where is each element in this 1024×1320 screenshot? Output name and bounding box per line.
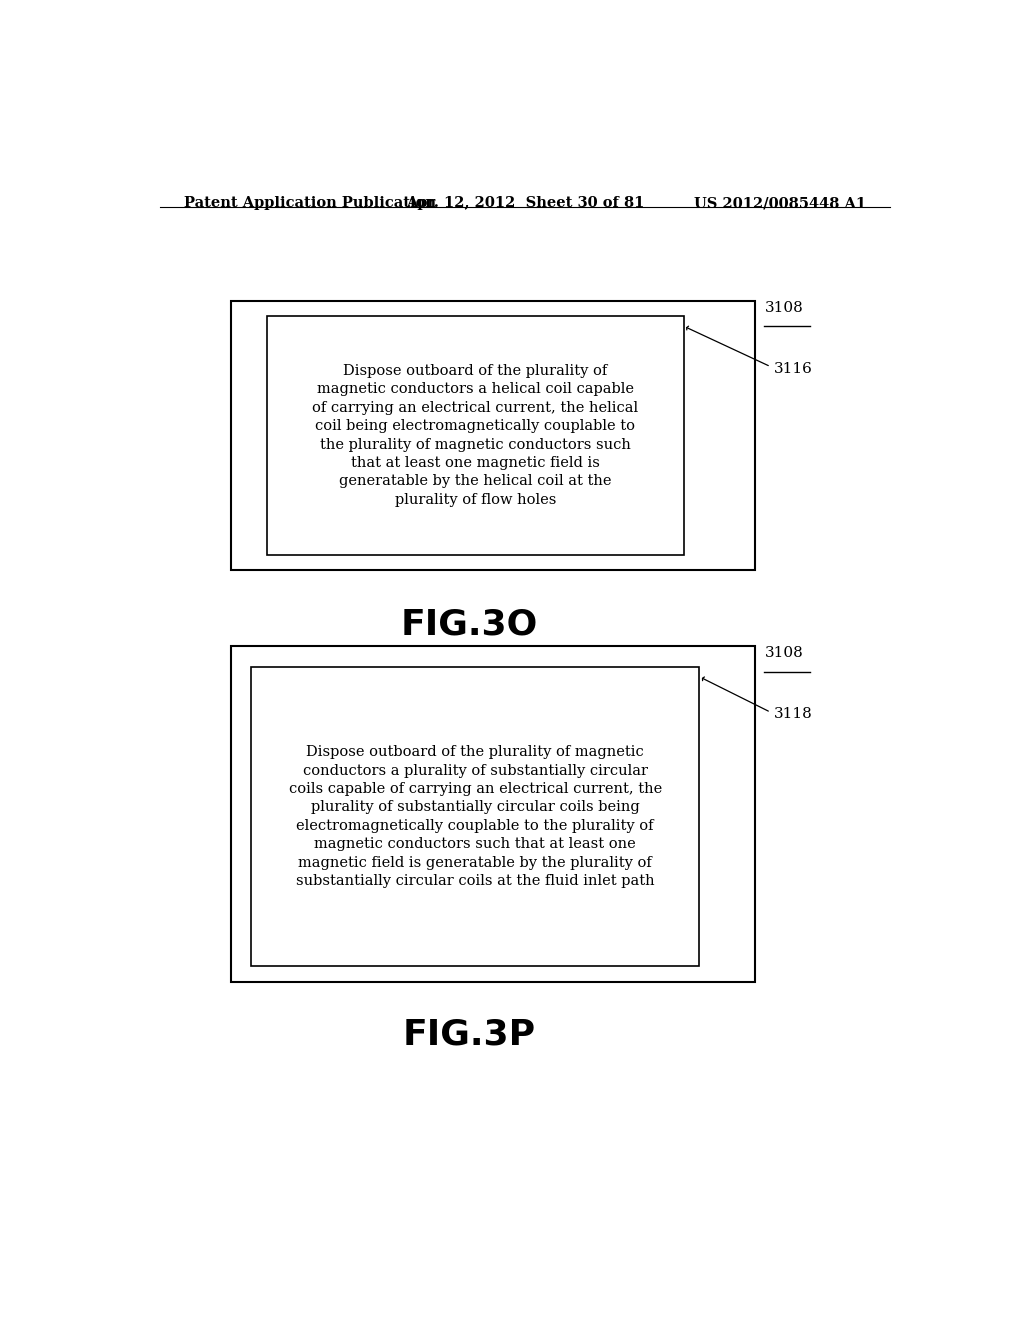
Text: Dispose outboard of the plurality of
magnetic conductors a helical coil capable
: Dispose outboard of the plurality of mag… bbox=[312, 364, 638, 507]
Text: FIG.3O: FIG.3O bbox=[400, 607, 538, 642]
Text: 3116: 3116 bbox=[774, 362, 813, 376]
Text: 3108: 3108 bbox=[765, 301, 803, 314]
Text: Dispose outboard of the plurality of magnetic
conductors a plurality of substant: Dispose outboard of the plurality of mag… bbox=[289, 744, 662, 888]
Text: Patent Application Publication: Patent Application Publication bbox=[183, 195, 435, 210]
Bar bbox=[267, 315, 684, 554]
Text: Apr. 12, 2012  Sheet 30 of 81: Apr. 12, 2012 Sheet 30 of 81 bbox=[406, 195, 644, 210]
Text: 3118: 3118 bbox=[774, 708, 813, 721]
Bar bbox=[251, 667, 699, 966]
Text: US 2012/0085448 A1: US 2012/0085448 A1 bbox=[694, 195, 866, 210]
Text: FIG.3P: FIG.3P bbox=[402, 1018, 536, 1051]
Bar bbox=[231, 301, 755, 570]
Bar bbox=[231, 647, 755, 982]
Text: 3108: 3108 bbox=[765, 647, 803, 660]
